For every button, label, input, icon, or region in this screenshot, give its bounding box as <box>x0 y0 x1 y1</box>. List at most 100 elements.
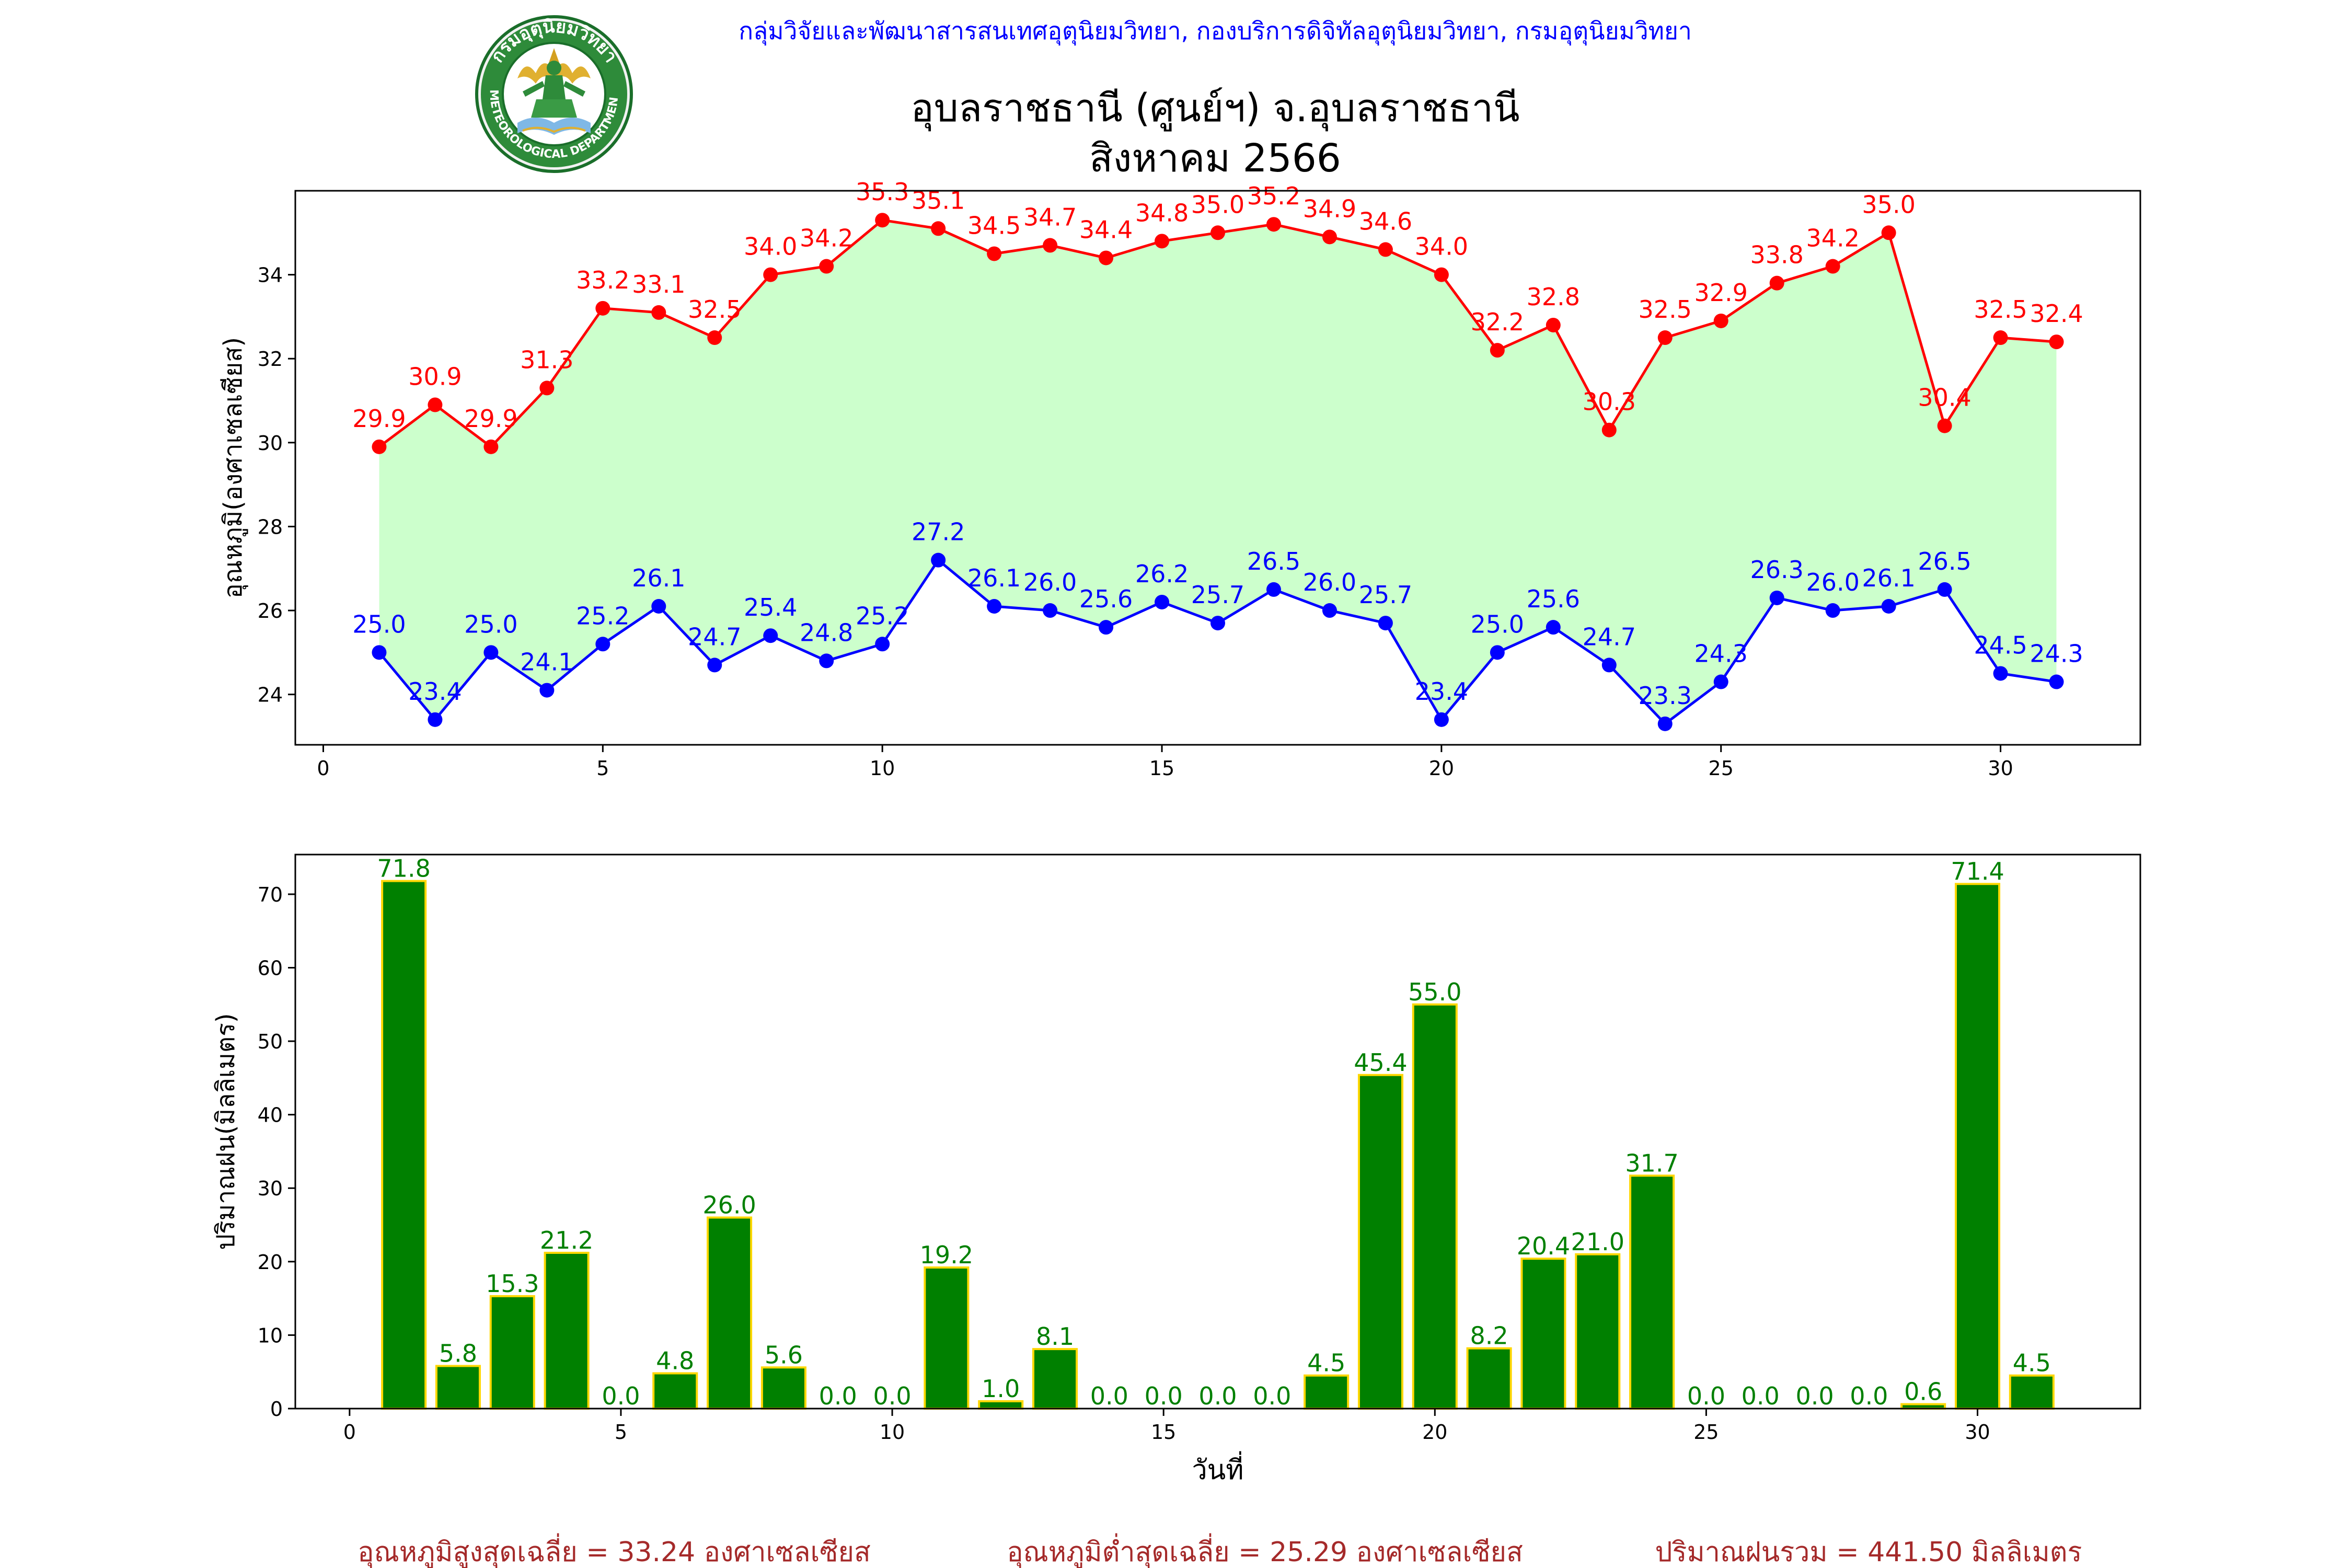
temperature-max-point <box>539 381 555 396</box>
temperature-max-point <box>1937 418 1952 433</box>
rainfall-bar-label: 0.0 <box>1198 1382 1237 1410</box>
temperature-x-tick-label: 0 <box>317 757 329 780</box>
temperature-min-label: 26.0 <box>1023 568 1077 596</box>
rainfall-bar-label: 4.8 <box>656 1347 694 1375</box>
temperature-chart: 29.930.929.931.333.2 33.132.534.0 34.235.3… <box>218 178 2141 780</box>
temperature-max-label: 34.0 <box>1415 233 1468 261</box>
rainfall-x-tick-label: 5 <box>615 1421 627 1444</box>
rainfall-bars <box>381 880 2055 1410</box>
temperature-min-label: 23.4 <box>408 677 462 706</box>
temperature-x-ticks: 0 5 10 15 20 25 30 <box>317 745 2013 780</box>
temperature-fill-area <box>379 220 2057 724</box>
temperature-y-axis-label: อุณหภูมิ(องศาเซลเซียส) <box>218 337 248 598</box>
rainfall-bar <box>652 1372 698 1410</box>
temperature-max-label: 32.8 <box>1527 283 1580 311</box>
temperature-min-point <box>1546 620 1561 635</box>
temperature-min-label: 25.0 <box>464 610 517 638</box>
rainfall-bar-label: 0.0 <box>1742 1382 1780 1410</box>
temperature-min-point <box>1322 603 1337 618</box>
temperature-min-point <box>1378 616 1393 631</box>
temperature-x-tick-label: 15 <box>1149 757 1174 780</box>
temperature-min-point <box>1657 716 1673 731</box>
temperature-max-point <box>595 301 610 316</box>
rainfall-x-tick-label: 15 <box>1151 1421 1176 1444</box>
rainfall-bar-label: 21.0 <box>1571 1228 1624 1256</box>
rainfall-y-tick-label: 0 <box>270 1398 283 1421</box>
temperature-min-label: 24.1 <box>520 648 573 676</box>
temperature-max-point <box>1099 250 1114 266</box>
temperature-max-label: 32.5 <box>1974 295 2027 324</box>
temperature-max-point <box>1210 225 1225 240</box>
summary-total-rain: ปริมาณฝนรวม = 441.50 มิลลิเมตร <box>1655 1537 2082 1568</box>
temperature-max-label: 33.1 <box>632 270 685 298</box>
temperature-max-label: 33.8 <box>1750 241 1803 269</box>
rainfall-bar <box>1466 1347 1512 1410</box>
temperature-max-point <box>1993 330 2008 345</box>
temperature-min-label: 25.7 <box>1191 581 1244 609</box>
temperature-y-ticks: 24 26 28 30 32 34 <box>258 264 295 707</box>
temperature-min-point <box>1099 620 1114 635</box>
rainfall-bar <box>1629 1174 1675 1410</box>
rainfall-plot-frame <box>294 854 2141 1410</box>
temperature-points <box>372 213 2064 731</box>
temperature-max-label: 32.9 <box>1694 279 1748 307</box>
temperature-min-label: 25.0 <box>352 610 406 638</box>
temperature-min-point <box>707 658 722 673</box>
temperature-y-tick-label: 26 <box>258 599 283 622</box>
temperature-min-label: 26.5 <box>1247 547 1300 575</box>
temperature-min-label: 26.3 <box>1750 556 1803 584</box>
temperature-max-label: 35.0 <box>1862 190 1915 218</box>
temperature-max-point <box>651 305 666 320</box>
temperature-min-label: 25.2 <box>856 602 909 630</box>
temperature-max-point <box>428 397 443 412</box>
rainfall-bar <box>1304 1374 1350 1410</box>
temperature-min-label: 26.0 <box>1303 568 1356 596</box>
temperature-min-point <box>1490 645 1505 660</box>
temperature-min-label: 26.1 <box>1862 564 1915 592</box>
temperature-min-label: 25.2 <box>576 602 629 630</box>
agency-text: กลุ่มวิจัยและพัฒนาสารสนเทศอุตุนิยมวิทยา,… <box>739 17 1692 46</box>
rainfall-bar <box>924 1266 970 1410</box>
temperature-min-point <box>1155 594 1170 609</box>
rainfall-bar-label: 0.0 <box>1145 1382 1183 1410</box>
rainfall-y-tick-label: 30 <box>258 1177 283 1200</box>
rainfall-bar <box>1955 883 2001 1410</box>
temperature-max-point <box>1378 242 1393 257</box>
rainfall-x-ticks: 0 5 10 15 20 25 30 <box>343 1409 1990 1444</box>
temperature-min-label: 25.0 <box>1471 610 1524 638</box>
temperature-max-point <box>1601 422 1617 437</box>
temperature-max-label: 34.2 <box>1806 224 1859 252</box>
rainfall-bar-label: 20.4 <box>1517 1232 1570 1260</box>
temperature-min-point <box>651 599 666 614</box>
rainfall-bar-label: 26.0 <box>702 1191 756 1219</box>
temperature-max-label: 34.0 <box>744 233 797 261</box>
rainfall-bar-label: 19.2 <box>920 1241 973 1269</box>
rainfall-x-tick-label: 20 <box>1422 1421 1447 1444</box>
temperature-min-point <box>1434 712 1449 727</box>
temperature-y-tick-label: 30 <box>258 432 283 455</box>
temperature-max-point <box>1490 343 1505 358</box>
summary-avg-max: อุณหภูมิสูงสุดเฉลี่ย = 33.24 องศาเซลเซีย… <box>358 1533 871 1568</box>
rainfall-bar-label: 0.0 <box>1090 1382 1128 1410</box>
rainfall-bar-label: 21.2 <box>540 1226 593 1254</box>
temperature-min-point <box>1993 666 2008 681</box>
temperature-max-label: 34.5 <box>967 211 1021 239</box>
rainfall-y-tick-label: 10 <box>258 1324 283 1347</box>
period-title: สิงหาคม 2566 <box>1089 136 1341 181</box>
temperature-x-tick-label: 30 <box>1988 757 2013 780</box>
rainfall-x-tick-label: 0 <box>343 1421 356 1444</box>
rainfall-y-axis-label: ปริมาณฝน(มิลลิเมตร) <box>211 1013 240 1250</box>
temperature-max-label: 34.7 <box>1023 203 1077 231</box>
temperature-y-tick-label: 34 <box>258 264 283 287</box>
seal-deity-icon <box>517 48 591 135</box>
temperature-min-point <box>428 712 443 727</box>
rainfall-bar-label: 0.0 <box>602 1382 640 1410</box>
temperature-max-point <box>1043 238 1058 253</box>
rainfall-x-tick-label: 10 <box>880 1421 905 1444</box>
temperature-max-label: 29.9 <box>464 405 517 433</box>
rainfall-bar-label: 55.0 <box>1408 978 1461 1006</box>
rainfall-chart: 71.8 5.8 15.321.2 0.0 4.8 26.0 5.6 0.0 0.0 19.2 1.… <box>211 854 2141 1486</box>
temperature-max-label: 29.9 <box>352 405 406 433</box>
temperature-min-label: 24.3 <box>1694 640 1748 668</box>
